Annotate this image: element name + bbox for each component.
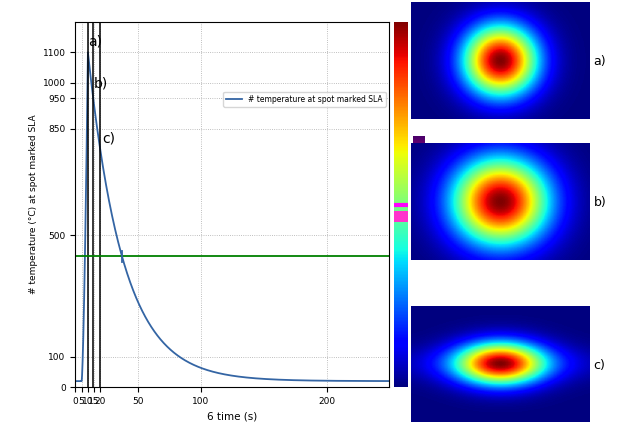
Text: a): a): [89, 35, 102, 49]
X-axis label: 6 time (s): 6 time (s): [207, 411, 257, 422]
Text: c): c): [102, 131, 116, 145]
Text: b): b): [593, 196, 606, 209]
Text: a): a): [593, 55, 606, 68]
Text: b): b): [94, 76, 108, 90]
Text: c): c): [593, 359, 605, 372]
Legend: # temperature at spot marked SLA: # temperature at spot marked SLA: [224, 92, 386, 106]
Y-axis label: # temperature (°C) at spot marked SLA: # temperature (°C) at spot marked SLA: [30, 115, 38, 294]
